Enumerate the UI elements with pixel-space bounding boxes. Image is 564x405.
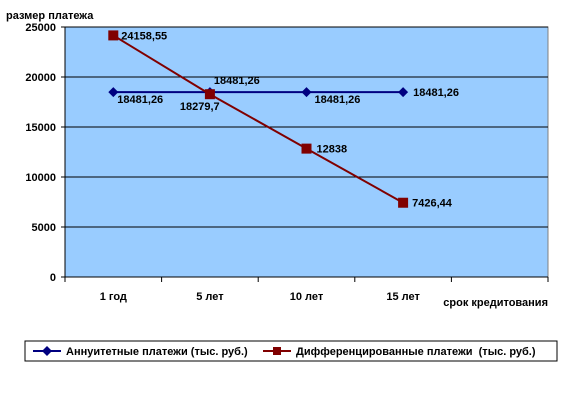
x-tick-label: 10 лет <box>290 291 324 303</box>
legend-label-differentiated: Дифференцированные платежи (тыс. руб.) <box>296 346 536 358</box>
y-tick-label: 15000 <box>25 122 56 134</box>
legend-item-annuity: Аннуитетные платежи (тыс. руб.) <box>33 346 248 358</box>
square-marker-icon <box>273 347 281 355</box>
data-label: 18481,26 <box>117 94 163 106</box>
y-tick-label: 5000 <box>32 222 56 234</box>
diamond-marker-icon <box>42 346 52 356</box>
data-label: 24158,55 <box>121 30 167 42</box>
y-axis-title: размер платежа <box>6 10 94 22</box>
axes <box>64 27 548 278</box>
data-point-annuity <box>108 87 119 98</box>
data-label: 18481,26 <box>315 94 361 106</box>
y-tick-label: 10000 <box>25 172 56 184</box>
series <box>108 30 409 208</box>
data-point-annuity <box>301 87 312 98</box>
x-tick-label: 1 год <box>100 291 127 303</box>
data-label: 12838 <box>317 144 348 156</box>
legend-label-annuity: Аннуитетные платежи (тыс. руб.) <box>66 346 248 358</box>
series-line-differentiated <box>112 34 404 204</box>
x-tick-label: 15 лет <box>386 291 420 303</box>
gridlines <box>65 26 548 228</box>
legend-item-differentiated: Дифференцированные платежи (тыс. руб.) <box>263 346 536 358</box>
x-axis-title: срок кредитования <box>443 297 548 309</box>
data-label: 7426,44 <box>412 198 453 210</box>
y-tick-label: 0 <box>50 272 56 284</box>
y-tick-label: 20000 <box>25 72 56 84</box>
x-axis-ticks: 1 год 5 лет 10 лет 15 лет <box>64 277 549 303</box>
data-point-differentiated <box>301 143 312 154</box>
data-point-differentiated <box>398 197 409 208</box>
data-point-annuity <box>398 87 409 98</box>
legend: Аннуитетные платежи (тыс. руб.) Дифферен… <box>24 340 558 362</box>
data-label: 18279,7 <box>180 101 220 113</box>
data-point-differentiated <box>108 30 119 41</box>
data-point-differentiated <box>204 89 215 100</box>
data-labels: 18481,26 18481,26 18481,26 18481,26 24158,55… <box>117 30 459 209</box>
y-tick-label: 25000 <box>25 22 56 34</box>
data-label: 18481,26 <box>214 75 260 87</box>
x-tick-label: 5 лет <box>196 291 224 303</box>
y-axis-ticks: 0 5000 10000 15000 20000 25000 <box>25 22 65 284</box>
data-label: 18481,26 <box>413 87 459 99</box>
